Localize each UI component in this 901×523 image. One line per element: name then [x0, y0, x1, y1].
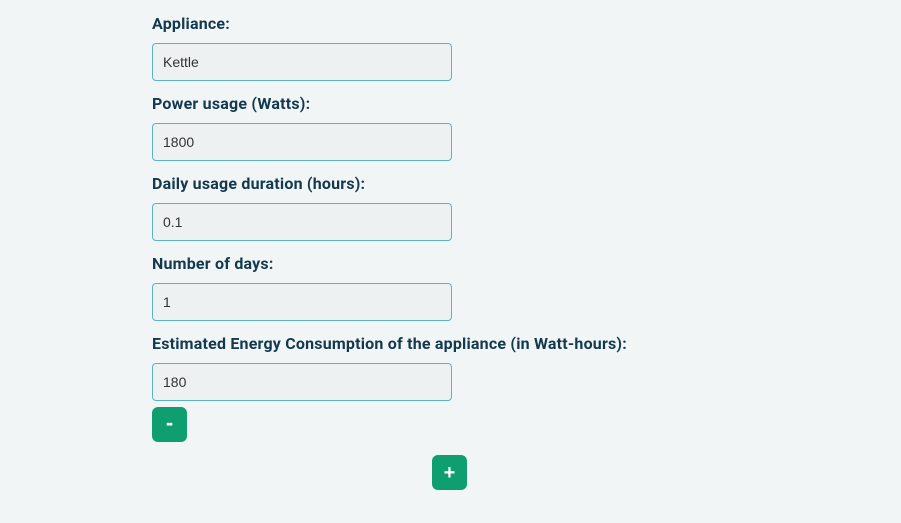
duration-input[interactable] — [152, 203, 452, 241]
consumption-input[interactable] — [152, 363, 452, 401]
consumption-label: Estimated Energy Consumption of the appl… — [152, 334, 747, 353]
add-appliance-button[interactable]: + — [432, 455, 467, 490]
days-input[interactable] — [152, 283, 452, 321]
power-group: Power usage (Watts): — [152, 94, 747, 161]
appliance-form: Appliance: Power usage (Watts): Daily us… — [152, 14, 747, 490]
remove-appliance-button[interactable]: - — [152, 407, 187, 442]
appliance-label: Appliance: — [152, 14, 747, 33]
appliance-group: Appliance: — [152, 14, 747, 81]
duration-label: Daily usage duration (hours): — [152, 174, 747, 193]
appliance-input[interactable] — [152, 43, 452, 81]
power-label: Power usage (Watts): — [152, 94, 747, 113]
consumption-group: Estimated Energy Consumption of the appl… — [152, 334, 747, 442]
days-label: Number of days: — [152, 254, 747, 273]
power-input[interactable] — [152, 123, 452, 161]
days-group: Number of days: — [152, 254, 747, 321]
duration-group: Daily usage duration (hours): — [152, 174, 747, 241]
add-button-row: + — [152, 455, 747, 490]
